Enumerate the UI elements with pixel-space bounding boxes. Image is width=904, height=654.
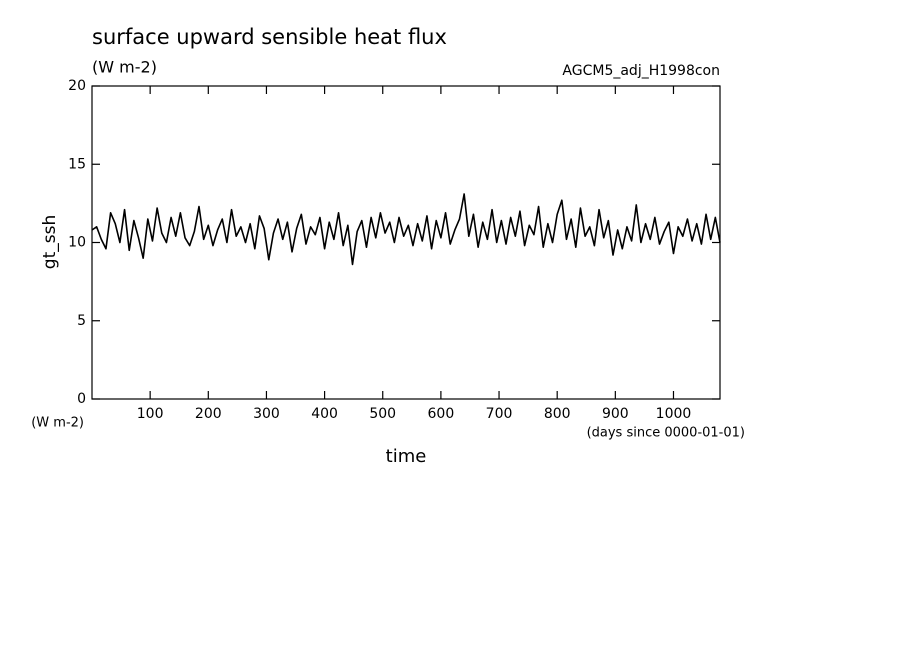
- y-tick-label: 15: [68, 156, 86, 172]
- y-axis-unit: (W m-2): [31, 416, 84, 431]
- x-tick-label: 400: [311, 406, 338, 422]
- x-axis-unit: (days since 0000-01-01): [587, 426, 745, 441]
- annotation: AGCM5_adj_H1998con: [562, 63, 720, 79]
- x-tick-label: 200: [195, 406, 222, 422]
- y-tick-label: 20: [68, 78, 86, 94]
- y-tick-label: 5: [77, 313, 86, 329]
- x-tick-label: 700: [486, 406, 513, 422]
- x-tick-label: 800: [544, 406, 571, 422]
- x-tick-label: 500: [369, 406, 396, 422]
- line: [91, 193, 721, 266]
- y-tick-label: 0: [77, 391, 86, 407]
- x-tick-label: 1000: [656, 406, 692, 422]
- chart-subtitle: (W m-2): [92, 58, 157, 77]
- y-axis-label: gt_ssh: [40, 215, 60, 269]
- x-tick-label: 100: [137, 406, 164, 422]
- x-axis-label: time: [386, 446, 427, 467]
- x-tick-label: 900: [602, 406, 629, 422]
- plot-frame: [91, 85, 721, 400]
- x-tick-label: 600: [428, 406, 455, 422]
- chart-title: surface upward sensible heat flux: [92, 25, 447, 49]
- x-tick-label: 300: [253, 406, 280, 422]
- y-tick-label: 10: [68, 235, 86, 251]
